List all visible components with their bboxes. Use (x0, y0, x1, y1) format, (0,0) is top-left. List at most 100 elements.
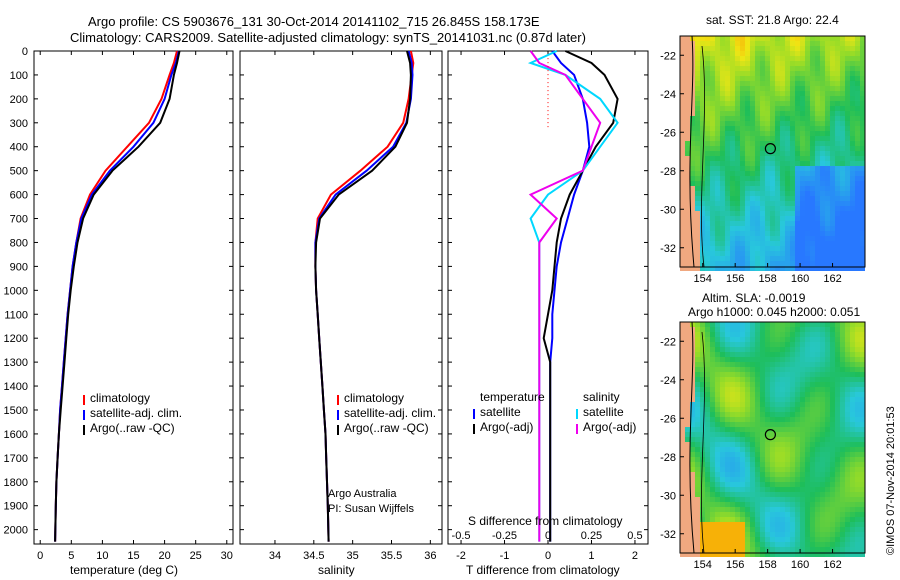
pi-label: PI: Susan Wijffels (328, 503, 414, 515)
map-cell (720, 362, 725, 367)
map-cell (730, 477, 735, 482)
map-cell (800, 507, 805, 512)
map-cell (685, 196, 690, 201)
map-cell (735, 66, 740, 71)
map-cell (840, 332, 845, 337)
map-cell (695, 46, 700, 51)
map-cell (810, 186, 815, 191)
map-cell (775, 161, 780, 166)
map-cell (795, 417, 800, 422)
map-cell (720, 472, 725, 477)
map-cell (855, 151, 860, 156)
map-cell (855, 76, 860, 81)
map-cell (790, 216, 795, 221)
map-cell (735, 522, 740, 527)
map-cell (860, 517, 865, 522)
map-cell (740, 81, 745, 86)
map-cell (725, 462, 730, 467)
map-cell (730, 236, 735, 241)
map-cell (695, 176, 700, 181)
map-cell (855, 422, 860, 427)
map-cell (810, 552, 815, 557)
map-cell (850, 337, 855, 342)
map-cell (720, 196, 725, 201)
map-cell (825, 86, 830, 91)
map-cell (750, 392, 755, 397)
map-cell (685, 502, 690, 507)
map-cell (740, 377, 745, 382)
map-cell (815, 146, 820, 151)
map-cell (690, 547, 695, 552)
map-cell (780, 96, 785, 101)
map-cell (850, 256, 855, 261)
map-cell (750, 482, 755, 487)
map-cell (695, 372, 700, 377)
map-cell (855, 241, 860, 246)
map-cell (770, 457, 775, 462)
map-cell (770, 36, 775, 41)
map-cell (780, 266, 785, 271)
map-cell (695, 116, 700, 121)
map-cell (705, 201, 710, 206)
map-cell (830, 367, 835, 372)
map-cell (810, 402, 815, 407)
map-cell (780, 121, 785, 126)
map-cell (825, 542, 830, 547)
map-cell (765, 106, 770, 111)
map-cell (765, 171, 770, 176)
map-cell (720, 226, 725, 231)
map-cell (780, 231, 785, 236)
map-cell (740, 402, 745, 407)
map-cell (745, 437, 750, 442)
map-cell (820, 487, 825, 492)
map-cell (825, 56, 830, 61)
map-cell (690, 196, 695, 201)
map-cell (750, 522, 755, 527)
map-cell (845, 256, 850, 261)
map-cell (830, 477, 835, 482)
map-cell (800, 502, 805, 507)
map-cell (725, 111, 730, 116)
map-cell (680, 512, 685, 517)
x-tick-label-salinity: -0.25 (492, 530, 517, 542)
map-cell (705, 422, 710, 427)
map-cell (715, 166, 720, 171)
map-cell (845, 121, 850, 126)
map-cell (740, 357, 745, 362)
map-cell (855, 432, 860, 437)
map-cell (760, 91, 765, 96)
map-cell (815, 357, 820, 362)
map-cell (800, 236, 805, 241)
map-cell (790, 166, 795, 171)
map-cell (765, 442, 770, 447)
map-cell (715, 547, 720, 552)
map-cell (775, 502, 780, 507)
map-cell (740, 537, 745, 542)
map-cell (735, 447, 740, 452)
map-cell (805, 397, 810, 402)
map-cell (695, 231, 700, 236)
map-cell (720, 186, 725, 191)
map-cell (845, 66, 850, 71)
map-cell (755, 171, 760, 176)
sal-legend-argo: Argo(..raw -QC) (344, 421, 429, 435)
map-cell (825, 497, 830, 502)
map-cell (810, 327, 815, 332)
map-cell (835, 61, 840, 66)
map-cell (730, 191, 735, 196)
map-cell (745, 151, 750, 156)
map-cell (775, 487, 780, 492)
map-cell (825, 186, 830, 191)
map-cell (695, 332, 700, 337)
map-cell (740, 547, 745, 552)
depth-tick-label: 1100 (4, 309, 28, 321)
map-cell (770, 196, 775, 201)
map-cell (850, 206, 855, 211)
map-cell (750, 216, 755, 221)
map-cell (720, 337, 725, 342)
map-cell (775, 206, 780, 211)
map-cell (840, 261, 845, 266)
x-tick-label: 34.5 (303, 550, 324, 562)
map-cell (745, 56, 750, 61)
map-cell (740, 362, 745, 367)
